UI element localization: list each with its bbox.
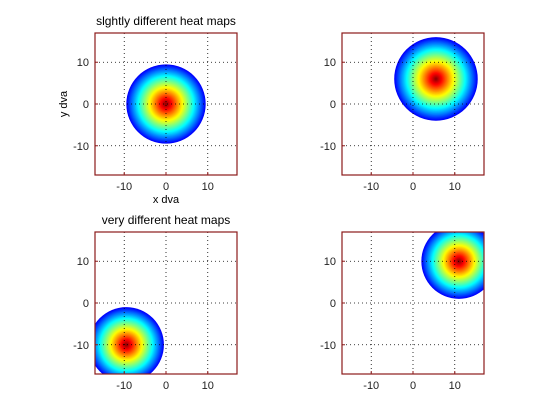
subplot-title: slghtly different heat maps <box>96 14 236 28</box>
x-tick-label: 10 <box>202 181 214 193</box>
heatmap-blob <box>421 232 484 299</box>
y-tick-label: 10 <box>77 256 89 268</box>
subplot-2: -10 0 10 -10 0 10 <box>320 32 485 193</box>
y-tick-label: 0 <box>330 99 336 111</box>
y-tick-label: -10 <box>320 141 336 153</box>
x-tick-label: 0 <box>410 181 416 193</box>
y-tick-label: 10 <box>324 57 336 69</box>
x-tick-label: 10 <box>449 380 461 392</box>
y-tick-label: 0 <box>83 99 89 111</box>
x-tick-label: -10 <box>363 181 379 193</box>
y-tick-label: 0 <box>83 298 89 310</box>
x-tick-label: 10 <box>449 181 461 193</box>
subplot-3: -10 0 10 -10 0 10 very different heat maps <box>73 213 238 392</box>
heatmap-blob <box>394 37 478 121</box>
heat-ring <box>435 78 437 80</box>
subplot-4: -10 0 10 -10 0 10 <box>320 231 485 392</box>
y-axis-label: y dva <box>58 90 70 117</box>
y-tick-label: 0 <box>330 298 336 310</box>
y-tick-label: 10 <box>324 256 336 268</box>
y-tick-label: 10 <box>77 57 89 69</box>
x-axis-label: x dva <box>153 194 180 206</box>
subplot-1: -10 0 10 -10 0 10 slghtly different heat maps x… <box>58 14 238 206</box>
x-tick-label: 0 <box>410 380 416 392</box>
heatmap-blob <box>126 64 206 144</box>
heatmap-blob <box>95 307 164 374</box>
y-tick-label: -10 <box>73 141 89 153</box>
y-tick-label: -10 <box>73 340 89 352</box>
x-tick-label: -10 <box>116 380 132 392</box>
x-tick-label: 10 <box>202 380 214 392</box>
x-tick-label: 0 <box>163 380 169 392</box>
subplot-title: very different heat maps <box>102 213 231 227</box>
x-tick-label: 0 <box>163 181 169 193</box>
x-tick-label: -10 <box>116 181 132 193</box>
y-tick-label: -10 <box>320 340 336 352</box>
x-tick-label: -10 <box>363 380 379 392</box>
heat-ring <box>125 344 127 346</box>
heat-ring <box>165 103 167 105</box>
